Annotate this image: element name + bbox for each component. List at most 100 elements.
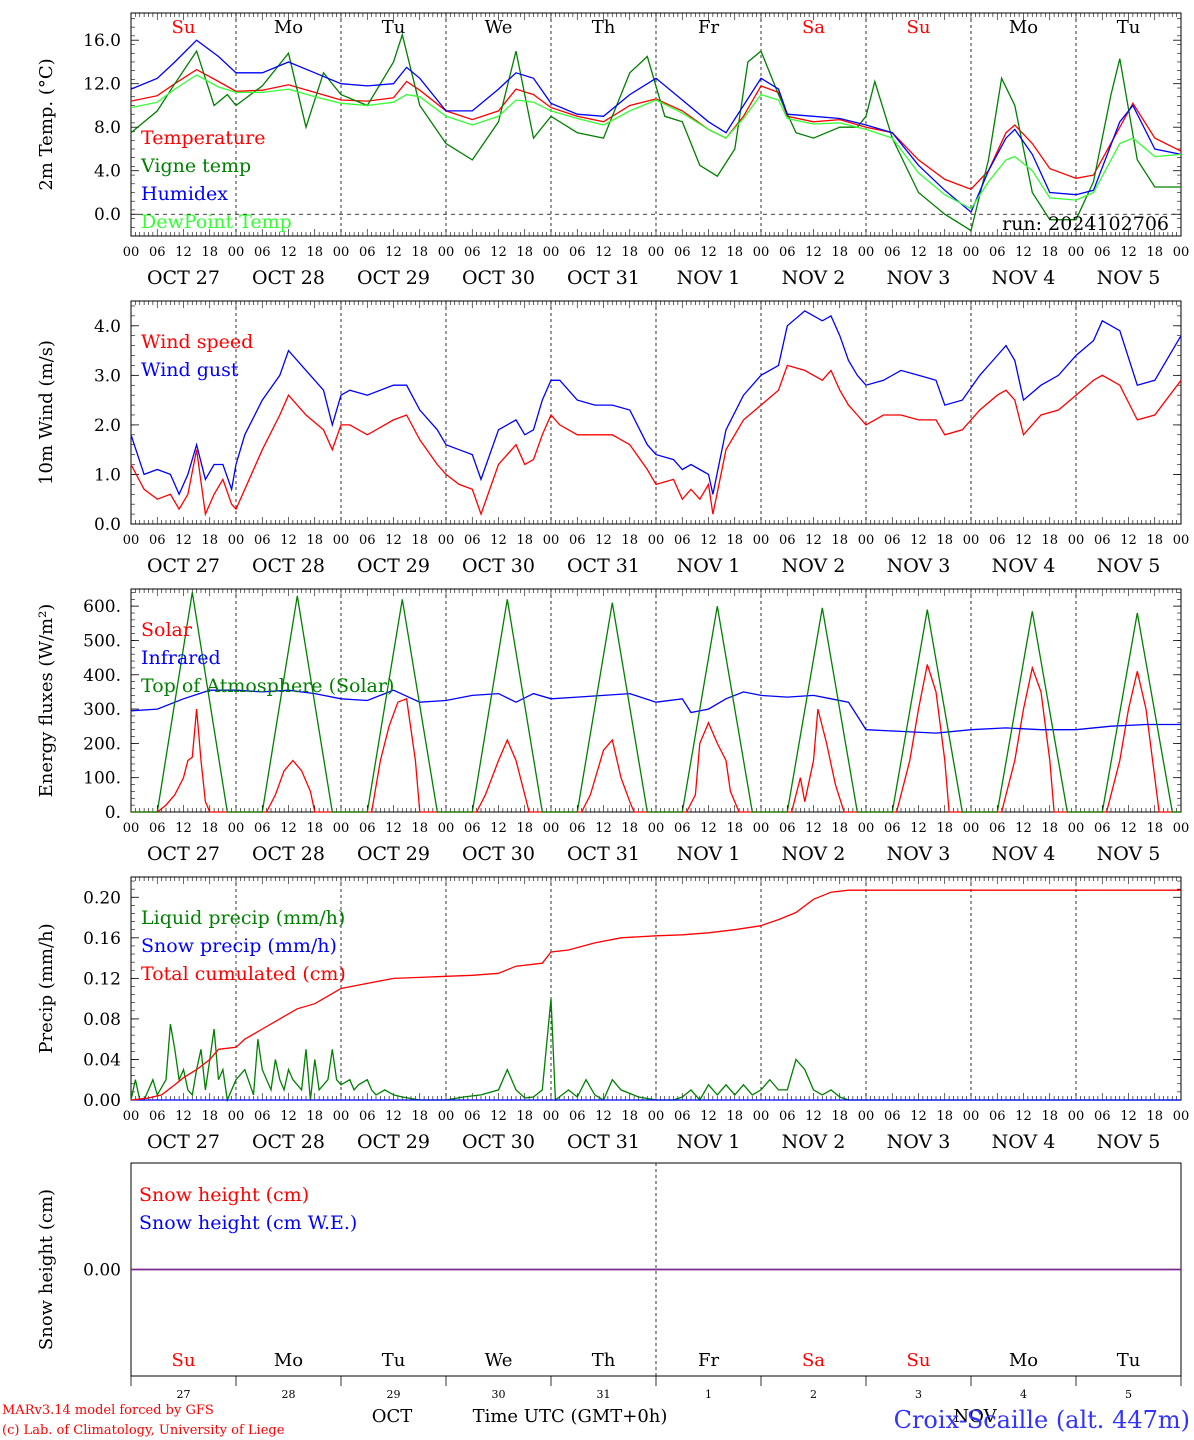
- x-hour-label: 06: [149, 821, 166, 836]
- plot-frame: [130, 300, 1182, 525]
- x-hour-label: 18: [1041, 533, 1058, 548]
- day-name-label: We: [485, 17, 513, 38]
- legend-entry: Infrared: [141, 647, 221, 669]
- x-hour-label: 18: [726, 821, 743, 836]
- x-hour-label: 00: [1068, 245, 1085, 260]
- x-date-label: NOV 4: [992, 843, 1056, 865]
- x-hour-label: 00: [123, 533, 140, 548]
- x-hour-label: 12: [910, 821, 927, 836]
- x-hour-label: 00: [648, 533, 665, 548]
- x-hour-label: 00: [438, 533, 455, 548]
- day-name-label: Th: [592, 17, 616, 38]
- plot-frame: [130, 588, 1182, 813]
- y-tick-label: 4.0: [94, 317, 121, 337]
- x-date-label: OCT 31: [567, 843, 640, 865]
- x-hour-label: 18: [1041, 821, 1058, 836]
- x-hour-label: 00: [1173, 533, 1190, 548]
- x-hour-label: 18: [306, 533, 323, 548]
- x-hour-label: 06: [464, 1109, 481, 1124]
- x-hour-label: 18: [411, 533, 428, 548]
- x-hour-label: 18: [1146, 821, 1163, 836]
- legend-entry: DewPoint Temp: [141, 211, 292, 233]
- x-hour-label: 00: [123, 245, 140, 260]
- x-hour-label: 00: [753, 1109, 770, 1124]
- x-hour-label: 00: [858, 533, 875, 548]
- day-number-label: 29: [387, 1388, 401, 1401]
- day-name-label: Fr: [698, 1350, 719, 1371]
- x-hour-label: 12: [910, 1109, 927, 1124]
- panel-wind: 0.0 1.0 2.0 3.0 4.0 10m Wind (m/s) Wind speed W…: [36, 300, 1190, 577]
- x-hour-label: 18: [1041, 245, 1058, 260]
- day-number-label: 27: [177, 1388, 191, 1401]
- x-hour-label: 18: [411, 245, 428, 260]
- day-number-label: 4: [1020, 1388, 1027, 1401]
- x-hour-label: 06: [989, 533, 1006, 548]
- x-date-label: OCT 28: [252, 555, 325, 577]
- x-hour-label: 18: [201, 533, 218, 548]
- x-hour-label: 06: [254, 533, 271, 548]
- x-hour-label: 06: [254, 245, 271, 260]
- month-oct-label: OCT: [372, 1406, 413, 1427]
- legend-entry: Snow height (cm): [139, 1184, 309, 1206]
- panels: 0.04.08.012.016.02m Temp. (°C) Temperatur…: [36, 12, 1190, 1401]
- x-hour-label: 06: [569, 533, 586, 548]
- series-line-humidex: [130, 39, 1182, 214]
- y-axis-label: 10m Wind (m/s): [36, 340, 57, 485]
- x-hour-label: 00: [858, 821, 875, 836]
- x-hour-label: 18: [621, 821, 638, 836]
- y-tick-label: 8.0: [94, 118, 121, 138]
- day-name-label: Mo: [274, 1350, 303, 1371]
- day-number-label: 1: [705, 1388, 712, 1401]
- day-name-label: Fr: [698, 17, 719, 38]
- x-hour-label: 00: [963, 1109, 980, 1124]
- x-hour-label: 12: [1120, 1109, 1137, 1124]
- x-hour-label: 18: [1146, 533, 1163, 548]
- x-date-label: NOV 1: [677, 555, 741, 577]
- day-number-label: 5: [1125, 1388, 1132, 1401]
- x-date-label: OCT 31: [567, 555, 640, 577]
- x-date-label: OCT 31: [567, 267, 640, 289]
- y-axis-label: Snow height (cm): [36, 1189, 57, 1350]
- x-hour-label: 12: [490, 1109, 507, 1124]
- x-hour-label: 00: [543, 245, 560, 260]
- x-hour-label: 12: [385, 1109, 402, 1124]
- x-hour-label: 12: [805, 821, 822, 836]
- series-line-infrared: [130, 689, 1181, 734]
- series-line-dewpoint-temp: [130, 74, 1182, 210]
- day-number-label: 3: [915, 1388, 922, 1401]
- x-date-label: NOV 2: [782, 267, 846, 289]
- x-hour-label: 06: [1094, 1109, 1111, 1124]
- x-hour-label: 00: [1068, 533, 1085, 548]
- day-number-label: 30: [492, 1388, 506, 1401]
- x-hour-label: 12: [280, 533, 297, 548]
- x-hour-label: 06: [1094, 533, 1111, 548]
- x-date-label: NOV 5: [1097, 555, 1161, 577]
- x-hour-label: 18: [1041, 1109, 1058, 1124]
- x-date-label: OCT 28: [252, 843, 325, 865]
- day-number-label: 2: [810, 1388, 817, 1401]
- x-hour-label: 12: [805, 245, 822, 260]
- x-hour-label: 12: [175, 821, 192, 836]
- y-tick-label: 0.: [105, 803, 121, 823]
- x-hour-label: 06: [674, 533, 691, 548]
- x-hour-label: 06: [569, 245, 586, 260]
- y-tick-label: 0.0: [94, 515, 121, 535]
- x-hour-label: 12: [490, 533, 507, 548]
- y-tick-label: 3.0: [94, 366, 121, 386]
- legend-entry: Vigne temp: [140, 155, 251, 177]
- x-date-label: NOV 5: [1097, 843, 1161, 865]
- x-hour-label: 00: [648, 1109, 665, 1124]
- x-hour-label: 18: [936, 821, 953, 836]
- credit-line-1: MARv3.14 model forced by GFS: [2, 1403, 214, 1418]
- x-date-label: OCT 28: [252, 267, 325, 289]
- run-label: run: 2024102706: [1002, 213, 1169, 235]
- x-hour-label: 18: [516, 821, 533, 836]
- x-hour-label: 06: [884, 245, 901, 260]
- x-hour-label: 12: [1015, 245, 1032, 260]
- x-hour-label: 12: [910, 245, 927, 260]
- y-tick-label: 4.0: [94, 162, 121, 182]
- series-line-liquid-precip-mm-h-: [130, 998, 1181, 1103]
- x-hour-label: 06: [254, 1109, 271, 1124]
- x-hour-label: 18: [201, 1109, 218, 1124]
